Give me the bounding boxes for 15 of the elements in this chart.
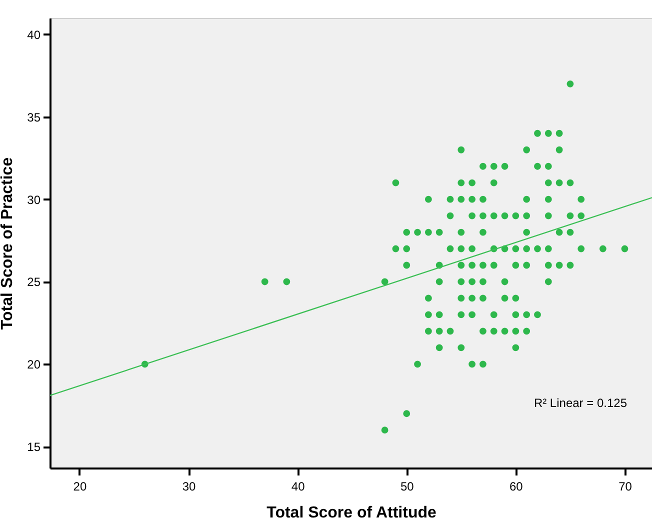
annotation: R² Linear = 0.125 <box>534 396 628 410</box>
x-tick-label: 50 <box>400 480 414 494</box>
y-tick-label: 30 <box>27 192 41 207</box>
y-axis-title: Total Score of Practice <box>0 157 16 330</box>
x-tick-label: 70 <box>618 480 632 494</box>
x-tick-label: 40 <box>291 480 306 494</box>
x-tick-label: 30 <box>182 480 196 494</box>
y-tick-label: 15 <box>27 440 41 454</box>
y-tick-label: 35 <box>27 110 41 124</box>
x-tick-label: 60 <box>510 480 524 494</box>
x-tick-label: 20 <box>73 480 87 494</box>
y-tick-label: 40 <box>27 28 41 42</box>
y-tick-label: 20 <box>27 358 41 372</box>
x-axis-title: Total Score of Attitude <box>266 504 436 518</box>
y-tick-label: 25 <box>27 275 41 290</box>
